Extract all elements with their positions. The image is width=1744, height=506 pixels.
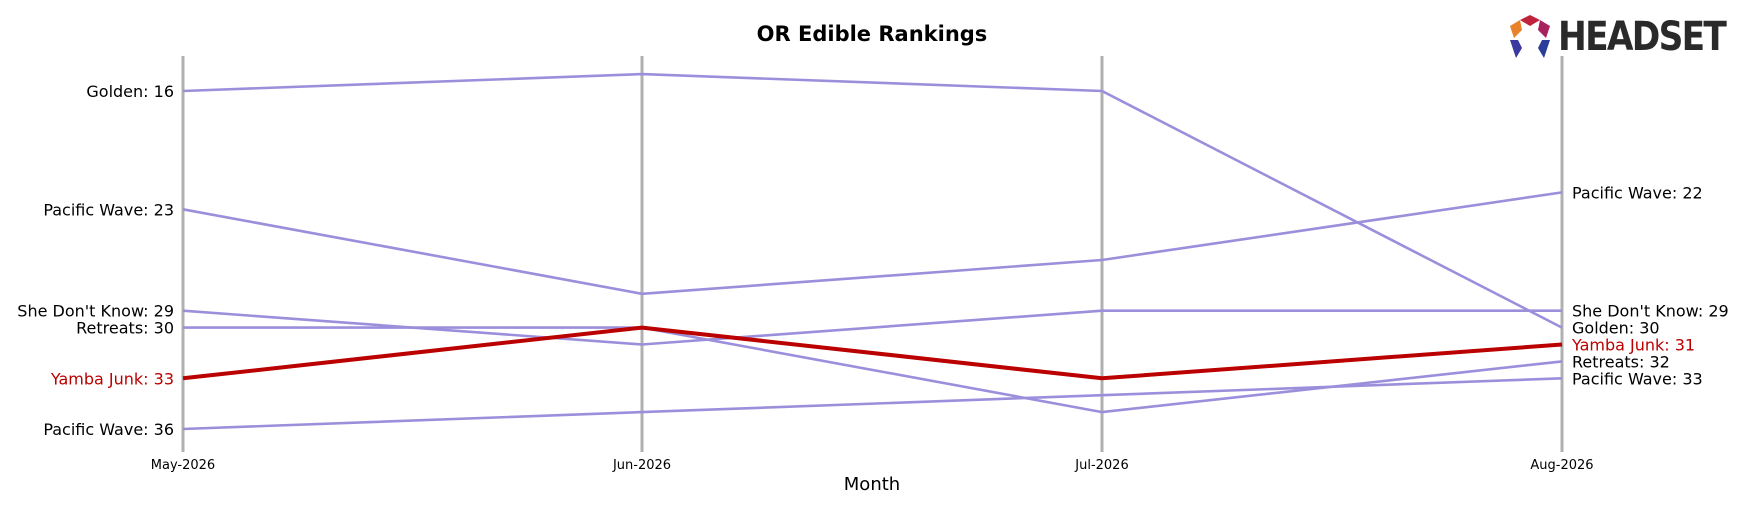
headset-logo-text: HEADSET (1558, 14, 1727, 60)
chart-title: OR Edible Rankings (756, 22, 988, 46)
left-rank-label: Retreats: 30 (76, 319, 174, 338)
left-rank-label: Golden: 16 (86, 82, 174, 101)
x-axis-label: Month (843, 474, 901, 495)
right-rank-label: Pacific Wave: 22 (1572, 183, 1703, 202)
x-tick-label: Aug-2026 (1530, 458, 1593, 473)
left-rank-label: She Don't Know: 29 (17, 302, 174, 321)
left-rank-label: Pacific Wave: 23 (43, 200, 174, 219)
headset-logo-icon (1510, 15, 1550, 58)
x-tick-label: Jul-2026 (1074, 458, 1128, 473)
x-tick-label: May-2026 (151, 458, 215, 473)
headset-logo: HEADSET (1506, 14, 1744, 60)
right-rank-label: Retreats: 32 (1572, 352, 1670, 371)
x-tick-label: Jun-2026 (612, 458, 671, 473)
series-line (182, 72, 1563, 329)
series-line-highlight (182, 325, 1563, 381)
right-rank-label: Yamba Junk: 31 (1571, 336, 1695, 355)
right-rank-label: Golden: 30 (1572, 319, 1660, 338)
series-line (182, 191, 1563, 296)
series-line (182, 377, 1563, 431)
right-rank-label: She Don't Know: 29 (1572, 302, 1729, 321)
left-rank-label: Pacific Wave: 36 (43, 420, 174, 439)
right-rank-label: Pacific Wave: 33 (1572, 369, 1703, 388)
series-line (183, 326, 1563, 414)
left-rank-label: Yamba Junk: 33 (50, 369, 174, 388)
